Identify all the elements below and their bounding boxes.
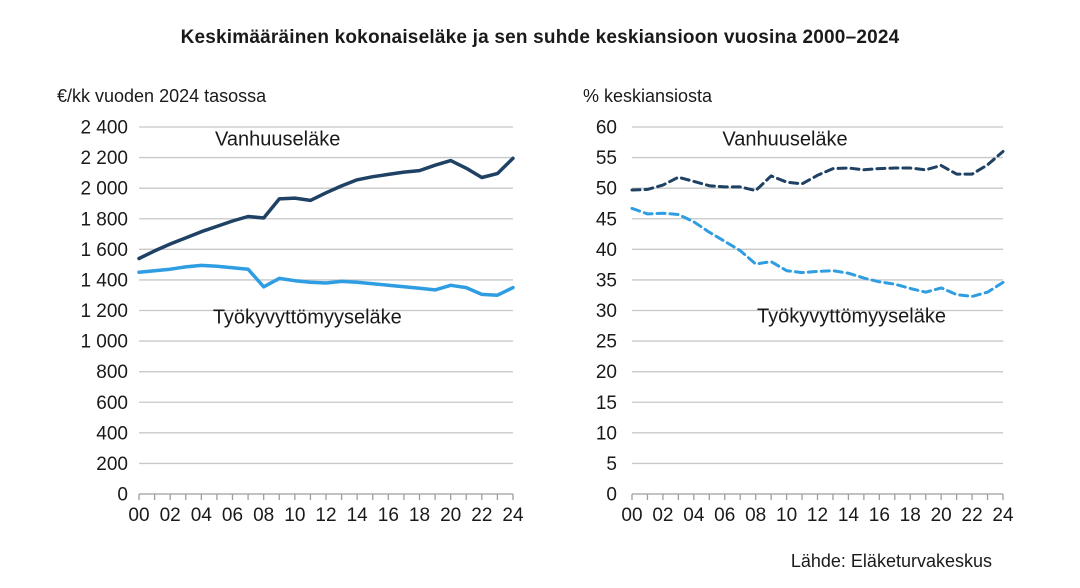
y-axis-tick-label: 1 400 xyxy=(80,270,128,291)
y-axis-tick-label: 800 xyxy=(96,362,128,383)
series-line-vanhuuselake xyxy=(630,150,1005,193)
x-axis-tick-label: 02 xyxy=(160,505,181,526)
y-axis-tick-label: 2 200 xyxy=(80,148,128,169)
series-label: Työkyvyttömyyseläke xyxy=(213,306,402,328)
y-axis-tick-label: 1 200 xyxy=(80,301,128,322)
y-axis-tick-label: 45 xyxy=(596,209,617,230)
y-axis-tick-label: 600 xyxy=(96,393,128,414)
x-axis-tick-label: 18 xyxy=(409,505,430,526)
y-axis-tick-label: 2 000 xyxy=(80,179,128,200)
x-axis-tick-label: 24 xyxy=(502,505,524,526)
x-axis-tick-label: 10 xyxy=(776,505,797,526)
y-axis-tick-label: 1 800 xyxy=(80,209,128,230)
x-axis-tick-label: 22 xyxy=(471,505,492,526)
y-axis-tick-label: 2 400 xyxy=(80,118,128,139)
y-axis-tick-label: 55 xyxy=(596,148,617,169)
y-axis-tick-label: 5 xyxy=(606,454,617,475)
x-axis-tick-label: 04 xyxy=(191,505,213,526)
x-axis-tick-label: 20 xyxy=(440,505,461,526)
y-axis-tick-label: 60 xyxy=(596,118,617,139)
y-axis-tick-label: 50 xyxy=(596,179,617,200)
series-label: Vanhuuseläke xyxy=(215,128,340,150)
y-axis-tick-label: 35 xyxy=(596,270,617,291)
y-axis-tick-label: 0 xyxy=(117,485,128,506)
y-axis-tick-label: 10 xyxy=(596,423,617,444)
x-axis-tick-label: 00 xyxy=(128,505,149,526)
x-axis-tick-label: 06 xyxy=(222,505,243,526)
x-axis-tick-label: 14 xyxy=(347,505,369,526)
pension-ratio-chart: 0 5 10 15 20 25 30 35 40 45 50 55 60 00 02 04 06 08 10 12 14… xyxy=(596,118,1014,527)
series-line-vanhuuselake xyxy=(137,156,515,261)
x-axis-tick-label: 12 xyxy=(315,505,336,526)
y-axis-tick-label: 20 xyxy=(596,362,617,383)
y-axis-tick-label: 400 xyxy=(96,423,128,444)
x-axis-tick-label: 18 xyxy=(900,505,921,526)
x-axis-tick-label: 08 xyxy=(253,505,274,526)
y-axis-tick-label: 1 000 xyxy=(80,332,128,353)
figure-title: Keskimääräinen kokonaiseläke ja sen suhd… xyxy=(180,27,900,48)
x-axis-tick-label: 10 xyxy=(284,505,305,526)
x-axis-tick-label: 00 xyxy=(621,505,642,526)
y-axis-tick-label: 40 xyxy=(596,240,617,261)
y-axis-tick-label: 1 600 xyxy=(80,240,128,261)
x-axis-tick-label: 20 xyxy=(931,505,952,526)
series-line-tyokyvyttomyyselake xyxy=(137,263,515,297)
series-label: Vanhuuseläke xyxy=(722,128,847,150)
x-axis-tick-label: 08 xyxy=(745,505,766,526)
left-chart-unit-label: €/kk vuoden 2024 tasossa xyxy=(57,86,267,106)
y-axis-tick-label: 200 xyxy=(96,454,128,475)
y-axis-tick-label: 15 xyxy=(596,393,617,414)
series-label: Työkyvyttömyyseläke xyxy=(757,306,946,328)
x-axis-tick-label: 02 xyxy=(652,505,673,526)
x-axis-tick-label: 06 xyxy=(714,505,735,526)
y-axis-tick-label: 0 xyxy=(606,485,617,506)
x-axis-tick-label: 12 xyxy=(807,505,828,526)
x-axis-tick-label: 14 xyxy=(838,505,860,526)
source-label: Lähde: Eläketurvakeskus xyxy=(790,551,992,571)
x-axis-tick-label: 04 xyxy=(683,505,705,526)
x-axis-tick-label: 22 xyxy=(962,505,983,526)
x-axis-tick-label: 16 xyxy=(869,505,890,526)
y-axis-tick-label: 30 xyxy=(596,301,617,322)
y-axis-tick-label: 25 xyxy=(596,332,617,353)
series-line-tyokyvyttomyyselake xyxy=(630,206,1005,298)
x-axis-tick-label: 16 xyxy=(378,505,399,526)
right-chart-unit-label: % keskiansiosta xyxy=(583,86,713,106)
x-axis-tick-label: 24 xyxy=(992,505,1014,526)
